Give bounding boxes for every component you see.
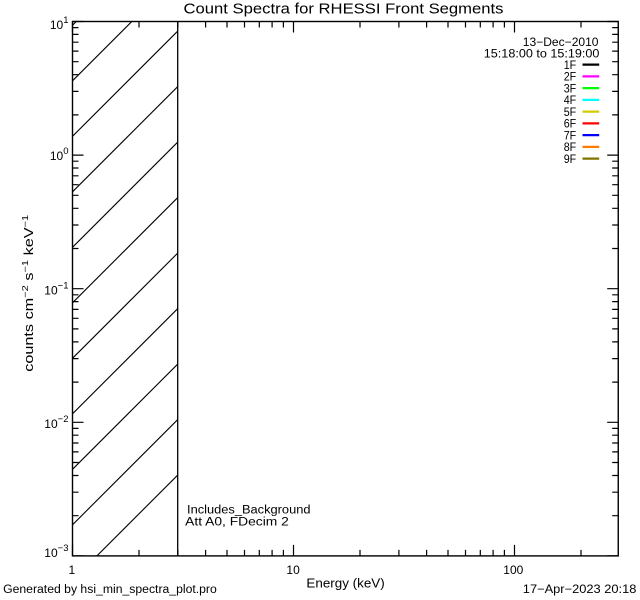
svg-text:10: 10 bbox=[286, 563, 300, 577]
svg-text:9F: 9F bbox=[564, 154, 577, 166]
svg-text:2F: 2F bbox=[564, 72, 577, 84]
svg-text:1: 1 bbox=[68, 563, 75, 577]
svg-text:5F: 5F bbox=[564, 107, 577, 119]
svg-text:100: 100 bbox=[503, 563, 523, 577]
svg-text:Count Spectra for RHESSI Front: Count Spectra for RHESSI Front Segments bbox=[184, 1, 504, 18]
svg-text:counts cm−2 s−1 keV−1: counts cm−2 s−1 keV−1 bbox=[20, 214, 36, 371]
svg-text:8F: 8F bbox=[564, 142, 577, 154]
svg-text:Energy (keV): Energy (keV) bbox=[306, 576, 384, 590]
svg-text:15:18:00 to 15:19:00: 15:18:00 to 15:19:00 bbox=[484, 49, 600, 61]
svg-text:17−Apr−2023 20:18: 17−Apr−2023 20:18 bbox=[523, 584, 637, 596]
svg-text:6F: 6F bbox=[564, 119, 577, 131]
svg-text:4F: 4F bbox=[564, 95, 577, 107]
svg-text:7F: 7F bbox=[564, 130, 577, 142]
svg-text:3F: 3F bbox=[564, 83, 577, 95]
svg-text:Includes_Background: Includes_Background bbox=[187, 504, 311, 516]
svg-text:1F: 1F bbox=[564, 60, 577, 72]
svg-text:Att A0, FDecim 2: Att A0, FDecim 2 bbox=[185, 516, 289, 528]
svg-text:13−Dec−2010: 13−Dec−2010 bbox=[523, 37, 599, 49]
svg-text:Generated by hsi_min_spectra_p: Generated by hsi_min_spectra_plot.pro bbox=[3, 584, 217, 596]
